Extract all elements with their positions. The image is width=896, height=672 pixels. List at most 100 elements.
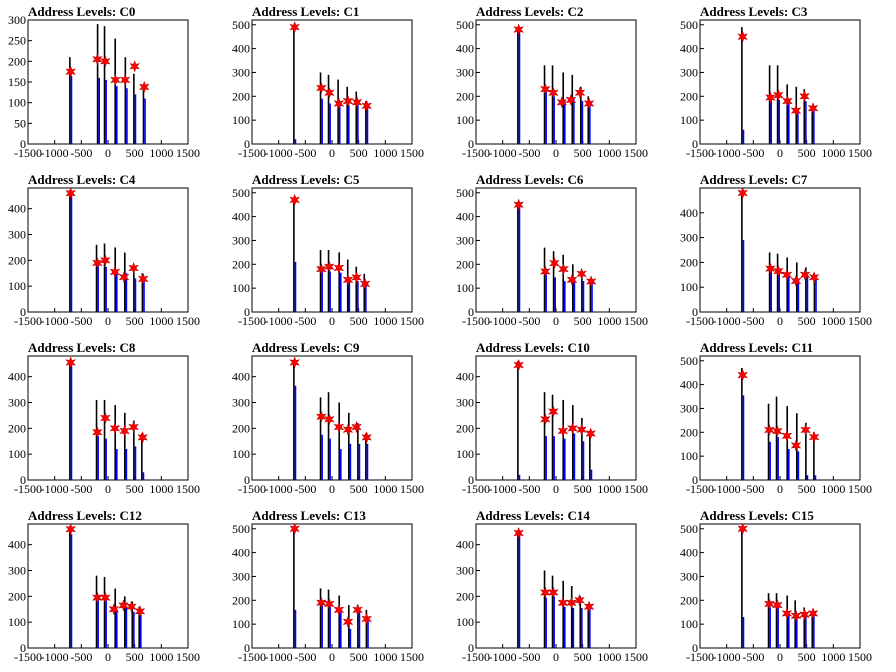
x-tick-label: -500	[294, 482, 316, 496]
y-tick-label: 500	[680, 354, 698, 368]
x-tick-label: 500	[126, 482, 144, 496]
peak-star-marker	[782, 94, 793, 108]
x-tick-label: -1000	[713, 650, 741, 664]
peak-star-marker	[567, 422, 578, 435]
peak-star-marker	[799, 608, 810, 621]
chart-svg: Address Levels: C50100200300400500-1500-…	[232, 172, 424, 328]
peak-star-marker	[807, 101, 819, 115]
x-tick-label: -1000	[489, 314, 517, 328]
x-tick-label: 1500	[848, 314, 872, 328]
x-tick-label: 500	[350, 314, 368, 328]
peak-star-marker	[99, 411, 111, 425]
y-tick-label: 500	[680, 522, 698, 536]
peak-star-marker	[737, 186, 749, 200]
peak-star-marker	[737, 368, 749, 382]
x-tick-label: 0	[329, 650, 335, 664]
y-tick-label: 100	[456, 447, 474, 461]
peak-star-marker	[548, 256, 560, 270]
y-tick-label: 200	[232, 593, 250, 607]
x-tick-label: 500	[798, 650, 816, 664]
x-tick-label: -1500	[462, 314, 490, 328]
chart-title: Address Levels: C1	[252, 4, 359, 19]
chart-svg: Address Levels: C4 0 100 200 300 400 -1500-100…	[8, 172, 200, 328]
peak-star-marker	[351, 96, 363, 109]
x-tick-label: 0	[105, 482, 111, 496]
chart-svg: Address Levels: C8 0 100 200 300 400 -1500-100…	[8, 340, 200, 496]
peak-star-marker	[342, 423, 354, 436]
plot-frame	[699, 523, 861, 649]
y-tick-label: 500	[456, 186, 474, 200]
y-tick-label: 200	[232, 421, 250, 435]
y-tick-label: 100	[232, 113, 250, 127]
peak-star-marker	[359, 277, 371, 291]
plot-frame	[475, 187, 637, 313]
peak-star-marker	[585, 275, 597, 288]
chart-svg: Address Levels: C10 0 100 200 300 400 -1500-10…	[456, 340, 648, 496]
y-tick-label: 0	[468, 305, 474, 319]
y-tick-label: 0	[20, 473, 26, 487]
chart-panel: Address Levels: C1 0 100 200 300 400 500 -1500-…	[224, 0, 448, 168]
y-tick-label: 150	[8, 75, 26, 89]
peak-star-marker	[351, 271, 362, 284]
chart-title: Address Levels: C2	[476, 4, 583, 19]
peak-star-marker	[539, 586, 551, 599]
x-tick-label: 500	[574, 482, 592, 496]
peak-star-marker	[65, 356, 77, 369]
peak-star-marker	[118, 270, 130, 284]
y-tick-label: 300	[456, 564, 474, 578]
x-tick-label: 1000	[373, 146, 397, 160]
x-tick-label: 0	[105, 650, 111, 664]
peak-star-marker	[808, 430, 820, 444]
peak-star-marker	[547, 86, 559, 99]
plot-frame	[699, 355, 861, 481]
x-tick-label: 500	[798, 482, 816, 496]
x-tick-label: -500	[70, 650, 92, 664]
x-tick-label: -500	[70, 146, 92, 160]
y-tick-label: 0	[244, 137, 250, 151]
chart-title: Address Levels: C15	[700, 508, 814, 523]
peak-star-marker	[333, 261, 345, 275]
x-tick-label: 1500	[624, 314, 648, 328]
y-tick-label: 300	[456, 233, 474, 247]
x-tick-label: 0	[777, 650, 783, 664]
chart-panel: Address Levels: C2 0 100 200 300 400 500 -1500-…	[448, 0, 672, 168]
x-tick-label: -1000	[41, 482, 69, 496]
peak-star-marker	[539, 82, 551, 96]
peak-star-marker	[289, 522, 301, 536]
peak-star-marker	[333, 603, 345, 617]
x-tick-label: -1000	[41, 314, 69, 328]
x-tick-label: -1500	[14, 650, 42, 664]
y-tick-label: 500	[232, 522, 250, 536]
peak-star-marker	[137, 431, 149, 444]
peak-star-marker	[109, 422, 121, 435]
y-tick-label: 0	[20, 641, 26, 655]
chart-panel: Address Levels: C14 0 100 200 300 400 -1500 -10…	[448, 504, 672, 672]
y-tick-label: 100	[456, 615, 474, 629]
chart-title: Address Levels: C3	[700, 4, 808, 19]
y-tick-label: 300	[232, 569, 250, 583]
peak-star-marker	[134, 605, 146, 618]
peak-star-marker	[558, 262, 569, 276]
y-tick-label: 100	[680, 617, 698, 631]
chart-panel: Address Levels: C10 0 100 200 300 400 -1500 -10…	[448, 336, 672, 504]
y-tick-label: 400	[232, 370, 250, 384]
peak-star-marker	[137, 272, 149, 286]
chart-panel: Address Levels: C8 0 100 200 300 400 -1500 -100…	[0, 336, 224, 504]
peak-star-marker	[772, 88, 784, 102]
x-tick-label: 500	[350, 146, 368, 160]
y-tick-label: 0	[692, 305, 698, 319]
x-tick-label: 0	[329, 146, 335, 160]
x-tick-label: -1000	[265, 650, 293, 664]
y-tick-label: 200	[232, 257, 250, 271]
y-tick-label: 200	[8, 54, 26, 68]
x-tick-label: 1000	[821, 146, 845, 160]
peak-star-marker	[574, 593, 585, 607]
peak-star-marker	[800, 423, 812, 437]
y-tick-label: 100	[456, 113, 474, 127]
peak-star-marker	[315, 262, 327, 276]
peak-star-marker	[352, 603, 364, 617]
y-tick-label: 100	[456, 281, 474, 295]
x-tick-label: -1000	[265, 482, 293, 496]
y-tick-label: 400	[232, 210, 250, 224]
x-tick-label: -500	[70, 314, 92, 328]
